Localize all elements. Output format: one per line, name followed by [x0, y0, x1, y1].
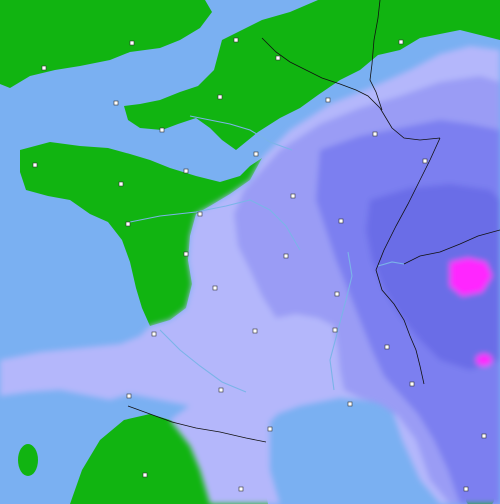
city-marker: [267, 426, 273, 432]
brittany-land: [20, 142, 262, 326]
rhone-river: [329, 251, 353, 391]
city-marker: [218, 387, 224, 393]
city-marker: [290, 193, 296, 199]
city-marker: [126, 393, 132, 399]
city-marker: [183, 251, 189, 257]
northern-france-land: [124, 0, 500, 150]
switzerland-italy-border: [403, 229, 500, 265]
france-spain-border: [127, 405, 267, 443]
precipitation-layer: [0, 46, 500, 504]
city-marker: [212, 285, 218, 291]
city-marker: [463, 486, 469, 492]
city-marker: [151, 331, 157, 337]
city-marker: [125, 221, 131, 227]
country-borders: [127, 0, 500, 443]
city-marker: [275, 55, 281, 61]
city-marker: [253, 151, 259, 157]
lake-geneva: [377, 261, 405, 267]
france-switzerland-border: [375, 137, 441, 385]
city-marker: [252, 328, 258, 334]
city-marker: [197, 211, 203, 217]
garonne-river: [159, 329, 247, 393]
france-belgium-border: [261, 37, 441, 141]
city-marker: [142, 472, 148, 478]
city-marker: [283, 253, 289, 259]
riviera-extreme-precipitation: [476, 354, 492, 366]
city-marker: [332, 327, 338, 333]
city-marker: [338, 218, 344, 224]
city-marker: [41, 65, 47, 71]
western-alps-extreme-precipitation: [450, 258, 492, 296]
city-marker: [159, 127, 165, 133]
city-marker: [384, 344, 390, 350]
city-marker: [325, 97, 331, 103]
city-marker: [398, 39, 404, 45]
city-marker: [347, 401, 353, 407]
city-marker: [217, 94, 223, 100]
alps-precipitation: [366, 184, 500, 370]
rivers: [129, 115, 405, 393]
balearic-island: [18, 444, 38, 476]
great-britain-land: [0, 0, 212, 88]
city-marker: [118, 181, 124, 187]
city-marker: [32, 162, 38, 168]
loire-river: [129, 199, 301, 251]
city-marker: [372, 131, 378, 137]
city-marker: [238, 486, 244, 492]
germany-border: [369, 0, 383, 111]
seine-river: [189, 115, 293, 151]
city-marker: [129, 40, 135, 46]
city-marker: [409, 381, 415, 387]
pyrenees-precipitation: [170, 392, 280, 504]
city-marker: [422, 158, 428, 164]
city-marker: [113, 100, 119, 106]
city-marker: [233, 37, 239, 43]
city-marker: [334, 291, 340, 297]
city-markers: [32, 37, 487, 492]
city-marker: [481, 433, 487, 439]
city-marker: [183, 168, 189, 174]
